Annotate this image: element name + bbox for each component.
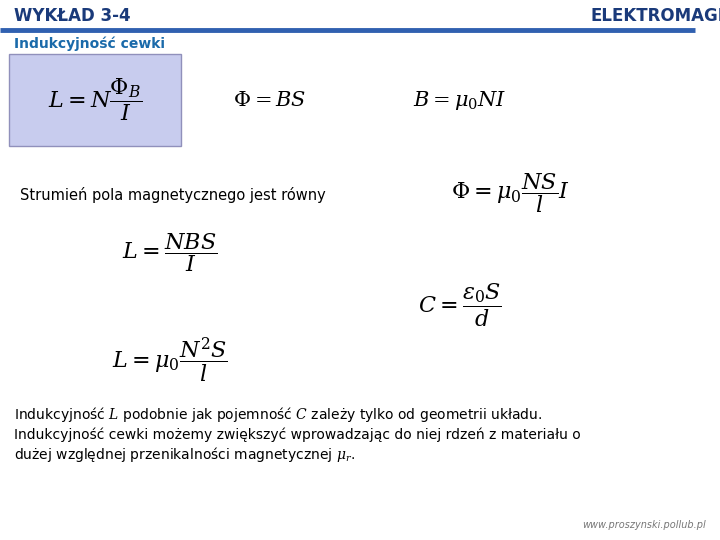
Text: $L = \mu_0 \dfrac{N^2 S}{l}$: $L = \mu_0 \dfrac{N^2 S}{l}$ [112, 335, 228, 384]
Text: $L = \dfrac{NBS}{I}$: $L = \dfrac{NBS}{I}$ [122, 232, 217, 274]
Text: $B = \mu_0 NI$: $B = \mu_0 NI$ [413, 89, 507, 111]
Text: $C = \dfrac{\varepsilon_0 S}{d}$: $C = \dfrac{\varepsilon_0 S}{d}$ [418, 281, 502, 329]
Text: $\Phi = \mu_0 \dfrac{NS}{l} I$: $\Phi = \mu_0 \dfrac{NS}{l} I$ [451, 171, 570, 215]
Text: dużej względnej przenikalności magnetycznej $\mu_r$.: dużej względnej przenikalności magnetycz… [14, 446, 355, 464]
Text: $\Phi = BS$: $\Phi = BS$ [233, 90, 307, 110]
Text: WYKŁAD 3-4: WYKŁAD 3-4 [14, 7, 130, 25]
Text: Strumień pola magnetycznego jest równy: Strumień pola magnetycznego jest równy [20, 187, 325, 203]
Text: www.proszynski.pollub.pl: www.proszynski.pollub.pl [582, 520, 706, 530]
Text: Indukcyjność cewki: Indukcyjność cewki [14, 37, 165, 51]
Text: Indukcyjność cewki możemy zwiększyć wprowadzając do niej rdzeń z materiału o: Indukcyjność cewki możemy zwiększyć wpro… [14, 428, 581, 442]
Text: ELEKTROMAGNETYZM: ELEKTROMAGNETYZM [590, 7, 720, 25]
Text: Indukcyjność $L$ podobnie jak pojemność $C$ zależy tylko od geometrii układu.: Indukcyjność $L$ podobnie jak pojemność … [14, 406, 542, 424]
Text: $L = N\dfrac{\Phi_B}{I}$: $L = N\dfrac{\Phi_B}{I}$ [48, 77, 142, 123]
FancyBboxPatch shape [9, 54, 181, 146]
